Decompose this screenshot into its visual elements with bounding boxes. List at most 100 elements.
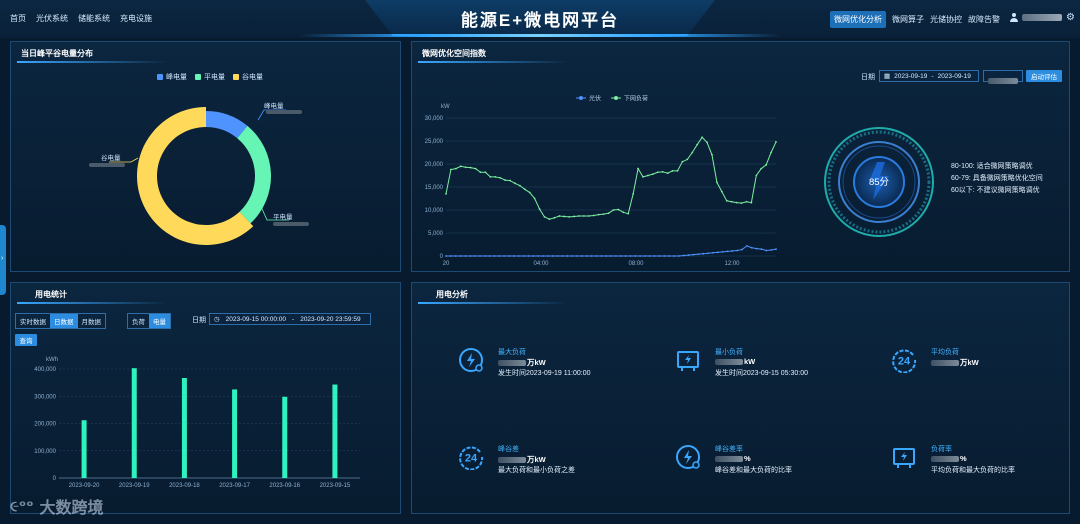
panel-title: 微网优化空间指数 [422, 49, 486, 58]
app-title: 能源E+微电网平台 [460, 11, 620, 30]
header-glow-line [300, 34, 780, 37]
data-point [553, 216, 556, 219]
nav-microgrid-operator[interactable]: 微网算子 [892, 15, 924, 24]
nav-charging[interactable]: 充电设施 [120, 14, 152, 23]
data-point [514, 182, 516, 185]
nav-fault-alarm[interactable]: 故障告警 [968, 15, 1000, 24]
legend-valley[interactable]: 谷电量 [233, 72, 263, 82]
sidebar-toggle[interactable]: › [0, 225, 6, 295]
data-point [658, 255, 661, 257]
donut-slice-峰电量[interactable] [206, 111, 248, 139]
start-evaluation-button[interactable]: 启动评估 [1026, 70, 1062, 82]
legend-swatch [157, 74, 163, 80]
donut-slice-平电量[interactable] [237, 125, 271, 224]
nav-pv-storage-control[interactable]: 光储协控 [930, 15, 962, 24]
user-menu[interactable]: ⚙ [1010, 12, 1075, 23]
data-point [702, 252, 705, 255]
date-range-picker[interactable]: ▦ 2023-09-19 - 2023-09-19 [879, 70, 979, 82]
stat-title: 峰谷差率 [715, 446, 743, 453]
data-point [648, 255, 651, 257]
clock-icon: ◷ [214, 316, 220, 323]
date-to: 2023-09-19 [937, 72, 971, 80]
gear-icon[interactable]: ⚙ [1066, 12, 1075, 23]
datetime-range-picker[interactable]: ◷ 2023-09-15 00:00:00 - 2023-09-20 23:59… [209, 313, 371, 325]
data-point [697, 253, 700, 256]
nav-storage-system[interactable]: 储能系统 [78, 14, 110, 23]
bar-2023-09-17[interactable] [232, 389, 238, 478]
data-point [634, 255, 637, 257]
data-point [760, 167, 763, 170]
query-button[interactable]: 查询 [15, 334, 37, 346]
score-description: 80-100: 适合微网策略调优 60-79: 具备微网策略优化空间 60以下:… [951, 161, 1043, 197]
x-tick-label: 04:00 [533, 261, 549, 265]
tab-energy[interactable]: 电量 [149, 314, 170, 328]
stat-value-blurred [931, 456, 959, 463]
stat-title: 最大负荷 [498, 349, 526, 356]
data-point [745, 244, 748, 247]
data-point [715, 181, 718, 184]
data-point [543, 216, 546, 218]
stat-value: 万kW [498, 454, 546, 465]
gauge-track [842, 145, 916, 219]
score-range-1: 80-100: 适合微网策略调优 [951, 163, 1033, 170]
svg-text:24: 24 [465, 453, 478, 465]
y-tick-label: 20,000 [425, 162, 444, 168]
data-point [499, 176, 502, 179]
data-point [508, 255, 510, 257]
data-point [687, 254, 690, 256]
panel-title: 用电分析 [436, 290, 468, 299]
y-tick-label: 10,000 [425, 208, 444, 214]
data-point [661, 170, 664, 173]
bar-2023-09-15[interactable] [332, 384, 338, 478]
data-point [489, 175, 492, 178]
data-point [745, 200, 748, 203]
tab-realtime[interactable]: 实时数据 [20, 319, 46, 326]
legend-peak[interactable]: 峰电量 [157, 72, 187, 82]
valley-slice-label: 谷电量 [101, 153, 121, 162]
data-point [493, 255, 496, 257]
nav-microgrid-analysis[interactable]: 微网优化分析 [830, 11, 886, 28]
data-point [484, 171, 487, 174]
data-point [668, 255, 671, 257]
data-point [726, 250, 729, 253]
legend-label-1: 下网负荷 [624, 95, 648, 103]
legend-swatch [233, 74, 239, 80]
data-point [765, 249, 768, 252]
data-point [454, 255, 457, 257]
calendar-icon: ▦ [884, 73, 891, 80]
donut-slice-谷电量[interactable] [137, 107, 254, 245]
tab-daily[interactable]: 日数据 [50, 314, 78, 328]
data-point [542, 255, 544, 257]
data-point [479, 171, 482, 174]
bar-2023-09-18[interactable] [181, 377, 187, 478]
y-tick-label: 15,000 [425, 185, 444, 191]
data-point [725, 199, 728, 202]
tab-load[interactable]: 负荷 [132, 319, 145, 326]
data-point [592, 214, 595, 217]
x-tick-label: 2023-09-19 [119, 483, 150, 489]
legend-swatch [195, 74, 201, 80]
data-point [741, 248, 743, 251]
legend-flat[interactable]: 平电量 [195, 72, 225, 82]
stat-title: 峰谷差 [498, 446, 519, 453]
x-tick-label: 2023-09-18 [169, 483, 200, 489]
data-point [701, 136, 704, 139]
bar-2023-09-20[interactable] [81, 420, 87, 478]
data-point [513, 255, 515, 257]
device-select[interactable] [983, 70, 1023, 84]
panel-title: 当日峰平谷电量分布 [21, 49, 93, 58]
bar-2023-09-19[interactable] [131, 368, 137, 478]
peak-value-blurred [266, 110, 302, 114]
24-hours-icon: 24 [892, 349, 917, 373]
data-point [474, 167, 477, 170]
data-point [760, 248, 763, 251]
data-point [735, 201, 738, 204]
nav-home[interactable]: 首页 [10, 14, 26, 23]
legend-label: 峰电量 [166, 74, 187, 81]
data-point [538, 208, 541, 210]
tab-monthly[interactable]: 月数据 [81, 319, 102, 326]
stat-value-blurred [498, 360, 526, 367]
nav-pv-system[interactable]: 光伏系统 [36, 14, 68, 23]
bar-2023-09-16[interactable] [282, 396, 288, 478]
data-point [533, 197, 536, 200]
